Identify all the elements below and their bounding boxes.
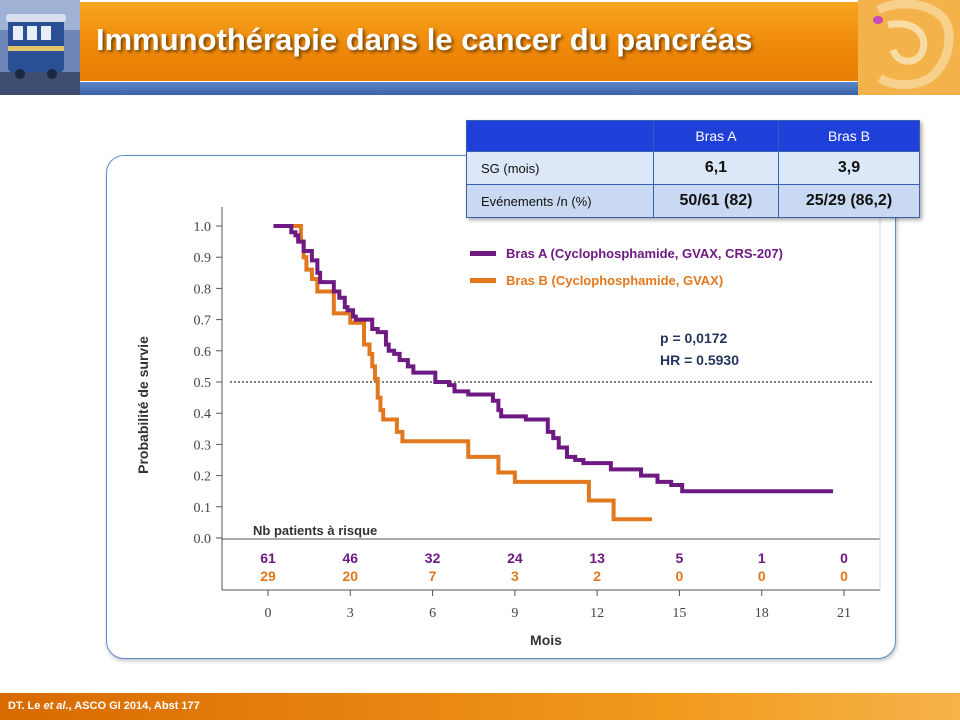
risk-count-arm-b: 7	[429, 568, 437, 584]
table-row: Evénements /n (%) 50/61 (82) 25/29 (86,2…	[466, 184, 920, 218]
y-tick-label: 0.9	[194, 251, 212, 266]
chart-panel	[106, 155, 896, 659]
y-ticks: 0.0 0.1 0.2 0.3 0.4 0.5 0.6 0.7 0.8 0.9 1.0	[194, 220, 222, 547]
y-tick-label: 0.2	[194, 470, 212, 485]
risk-count-arm-a: 5	[676, 550, 684, 566]
y-tick-label: 0.6	[194, 345, 212, 360]
risk-table-label: Nb patients à risque	[253, 523, 377, 538]
risk-count-arm-b: 29	[260, 568, 276, 584]
risk-count-arm-a: 1	[758, 550, 766, 566]
x-tick-label: 0	[265, 606, 272, 621]
row-label: SG (mois)	[466, 151, 654, 185]
y-tick-label: 0.3	[194, 438, 212, 453]
x-axis-label: Mois	[530, 632, 562, 648]
cell-arm-a: 50/61 (82)	[653, 184, 779, 218]
risk-count-arm-a: 24	[507, 550, 523, 566]
y-tick-label: 1.0	[194, 220, 212, 235]
legend-label-arm-a: Bras A (Cyclophosphamide, GVAX, CRS-207)	[506, 246, 783, 261]
series-line-arm-a	[273, 224, 834, 494]
series-line-arm-b	[273, 224, 652, 522]
risk-count-arm-a: 0	[840, 550, 848, 566]
y-tick-label: 0.4	[194, 407, 212, 422]
risk-row-arm-a: 61 46 32 24 13 5 1 0	[260, 550, 848, 566]
risk-count-arm-b: 0	[758, 568, 766, 584]
x-tick-label: 15	[672, 606, 686, 621]
risk-count-arm-b: 0	[676, 568, 684, 584]
cell-arm-b: 25/29 (86,2)	[778, 184, 920, 218]
table-header-blank	[466, 120, 654, 152]
x-tick-label: 6	[429, 606, 436, 621]
risk-count-arm-b: 0	[840, 568, 848, 584]
slide-header: Immunothérapie dans le cancer du pancréa…	[0, 0, 960, 95]
table-header-arm-a: Bras A	[653, 120, 779, 152]
citation-authors: DT. Le	[8, 700, 44, 712]
slide-title: Immunothérapie dans le cancer du pancréa…	[96, 22, 753, 57]
x-tick-label: 12	[590, 606, 604, 621]
risk-count-arm-b: 3	[511, 568, 519, 584]
legend-swatch-arm-b	[470, 278, 496, 283]
table-header-arm-b: Bras B	[778, 120, 920, 152]
p-value-annotation: p = 0,0172	[660, 330, 728, 346]
header-band	[80, 2, 860, 81]
y-axis-label: Probabilité de survie	[135, 336, 151, 474]
x-tick-label: 18	[755, 606, 769, 621]
digestive-organ-image	[858, 0, 960, 95]
header-underline	[0, 82, 960, 95]
risk-count-arm-a: 13	[589, 550, 605, 566]
x-tick-label: 9	[511, 606, 518, 621]
x-ticks: 0 3 6 9 12 15 18 21	[265, 590, 851, 621]
table-row: SG (mois) 6,1 3,9	[466, 151, 920, 185]
legend: Bras A (Cyclophosphamide, GVAX, CRS-207)…	[470, 246, 783, 288]
table-header-row: Bras A Bras B	[466, 120, 920, 152]
y-tick-label: 0.5	[194, 376, 212, 391]
risk-count-arm-b: 20	[342, 568, 358, 584]
hr-annotation: HR = 0.5930	[660, 352, 739, 368]
cable-car-logo	[0, 0, 80, 95]
chart-axes	[221, 207, 881, 591]
risk-count-arm-a: 32	[425, 550, 441, 566]
y-tick-label: 0.0	[194, 532, 212, 547]
y-tick-label: 0.7	[194, 314, 212, 329]
risk-count-arm-a: 61	[260, 550, 276, 566]
risk-row-arm-b: 29 20 7 3 2 0 0 0	[260, 568, 848, 584]
risk-count-arm-a: 46	[342, 550, 358, 566]
citation-source: , ASCO GI 2014, Abst 177	[68, 700, 200, 712]
cell-arm-b: 3,9	[778, 151, 920, 185]
citation-etal: et al.	[43, 700, 69, 712]
slide-footer: DT. Le et al., ASCO GI 2014, Abst 177	[0, 693, 960, 720]
y-tick-label: 0.1	[194, 501, 212, 516]
y-tick-label: 0.8	[194, 282, 212, 297]
x-tick-label: 21	[837, 606, 851, 621]
summary-table: Bras A Bras B SG (mois) 6,1 3,9 Evénemen…	[466, 120, 920, 218]
legend-label-arm-b: Bras B (Cyclophosphamide, GVAX)	[506, 273, 723, 288]
citation: DT. Le et al., ASCO GI 2014, Abst 177	[8, 700, 200, 712]
x-tick-label: 3	[347, 606, 354, 621]
cell-arm-a: 6,1	[653, 151, 779, 185]
risk-count-arm-b: 2	[593, 568, 601, 584]
row-label: Evénements /n (%)	[466, 184, 654, 218]
legend-swatch-arm-a	[470, 251, 496, 256]
